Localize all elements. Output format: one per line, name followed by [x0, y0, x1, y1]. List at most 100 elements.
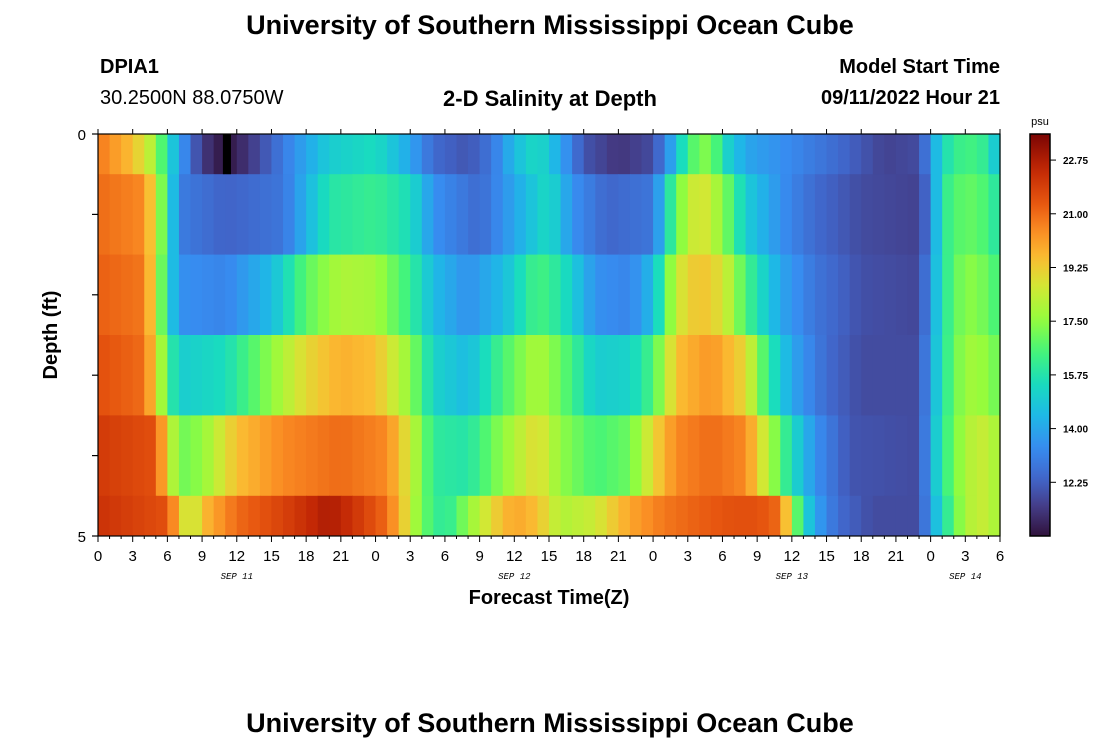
heatmap-cell — [410, 174, 423, 255]
heatmap-cell — [306, 134, 319, 175]
heatmap-cell — [641, 134, 654, 175]
heatmap-cell — [190, 335, 203, 416]
heatmap-cell — [710, 495, 724, 537]
heatmap-cell — [306, 335, 319, 416]
heatmap-cell — [919, 415, 932, 497]
date-label: SEP 13 — [776, 572, 809, 582]
heatmap-cell — [930, 335, 943, 416]
heatmap-cell — [629, 134, 643, 175]
heatmap-cell — [387, 415, 400, 497]
heatmap-cell — [768, 134, 781, 175]
heatmap-cell — [491, 134, 504, 175]
heatmap-cell — [653, 134, 666, 175]
heatmap-cell — [676, 254, 689, 336]
heatmap-cell — [988, 495, 1001, 537]
x-tick-label: 0 — [371, 548, 379, 565]
colorbar-tick-label: 12.25 — [1063, 478, 1088, 489]
heatmap-cell — [722, 335, 735, 416]
x-tick-label: 21 — [888, 548, 905, 565]
heatmap-cell — [155, 254, 168, 336]
x-axis: 0 3 6 9 12 15 18 21 0 3 6 9 12 15 18 21 0 3 6 9 12 15 18 21 0 3 6 S… — [94, 129, 1004, 582]
heatmap-cell — [757, 174, 770, 255]
heatmap-cell — [884, 174, 897, 255]
heatmap-cell — [757, 335, 770, 416]
heatmap-cell — [745, 254, 758, 336]
heatmap-cell — [121, 134, 134, 175]
heatmap-cell — [930, 134, 943, 175]
heatmap-cell — [144, 335, 157, 416]
x-tick-label: 6 — [718, 548, 726, 565]
heatmap-cell — [664, 174, 677, 255]
heatmap-cell — [699, 254, 712, 336]
heatmap-cell — [525, 495, 539, 537]
heatmap-cell — [838, 134, 851, 175]
heatmap-cell — [456, 495, 469, 537]
heatmap-cell — [132, 134, 145, 175]
heatmap-cell — [479, 254, 492, 336]
heatmap-cell — [167, 415, 180, 497]
heatmap-cell — [329, 134, 342, 175]
heatmap-cell — [595, 335, 608, 416]
heatmap-cell — [109, 495, 122, 537]
x-tick-label: 15 — [541, 548, 558, 565]
heatmap-cell — [549, 335, 562, 416]
x-tick-label: 0 — [649, 548, 657, 565]
heatmap-cell — [363, 254, 377, 336]
heatmap-cell — [340, 495, 354, 537]
heatmap-cell — [433, 495, 446, 537]
heatmap-cell — [953, 134, 966, 175]
heatmap-cell — [780, 415, 793, 497]
x-tick-label: 3 — [684, 548, 692, 565]
heatmap-cell — [225, 495, 238, 537]
heatmap-cell — [734, 254, 747, 336]
heatmap-cell — [236, 134, 249, 175]
heatmap-cell — [861, 415, 874, 497]
heatmap-cell — [132, 495, 145, 537]
heatmap-cell — [271, 335, 284, 416]
heatmap-cell — [421, 335, 434, 416]
heatmap-cell — [121, 415, 134, 497]
heatmap-cell — [259, 134, 273, 175]
heatmap-cell — [525, 134, 539, 175]
heatmap-cell — [329, 254, 342, 336]
heatmap-cell — [514, 174, 527, 255]
heatmap-cell — [791, 174, 805, 255]
heatmap-cell — [444, 335, 458, 416]
heatmap-cell — [479, 495, 492, 537]
heatmap-cell — [144, 174, 157, 255]
heatmap-cell — [988, 174, 1001, 255]
heatmap-cell — [976, 254, 990, 336]
heatmap-cell — [606, 174, 619, 255]
heatmap-cell — [340, 335, 354, 416]
heatmap-cell — [919, 335, 932, 416]
heatmap-cell — [560, 174, 573, 255]
heatmap-cell — [687, 134, 700, 175]
heatmap-cell — [444, 134, 458, 175]
x-tick-label: 0 — [926, 548, 934, 565]
heatmap-cell — [849, 415, 862, 497]
heatmap-cell — [583, 134, 596, 175]
heatmap-cell — [525, 254, 539, 336]
heatmap-cell — [236, 495, 249, 537]
colorbar-tick-label: 14.00 — [1063, 425, 1088, 436]
heatmap-cell — [757, 415, 770, 497]
heatmap-cell — [271, 134, 284, 175]
heatmap-cell — [606, 335, 619, 416]
heatmap-cell — [965, 254, 978, 336]
heatmap-cell — [629, 254, 643, 336]
heatmap-cell — [479, 174, 492, 255]
heatmap-cell — [202, 254, 215, 336]
heatmap-cell — [537, 495, 550, 537]
heatmap-cell — [444, 495, 458, 537]
heatmap-cell — [248, 134, 261, 175]
heatmap-cell — [375, 174, 388, 255]
heatmap-cell — [849, 495, 862, 537]
heatmap-cell — [699, 495, 712, 537]
heatmap-cell — [919, 254, 932, 336]
heatmap-cell — [895, 254, 909, 336]
heatmap-cell — [583, 335, 596, 416]
heatmap-cell — [629, 174, 643, 255]
heatmap-cell — [306, 174, 319, 255]
heatmap-cell — [468, 335, 481, 416]
